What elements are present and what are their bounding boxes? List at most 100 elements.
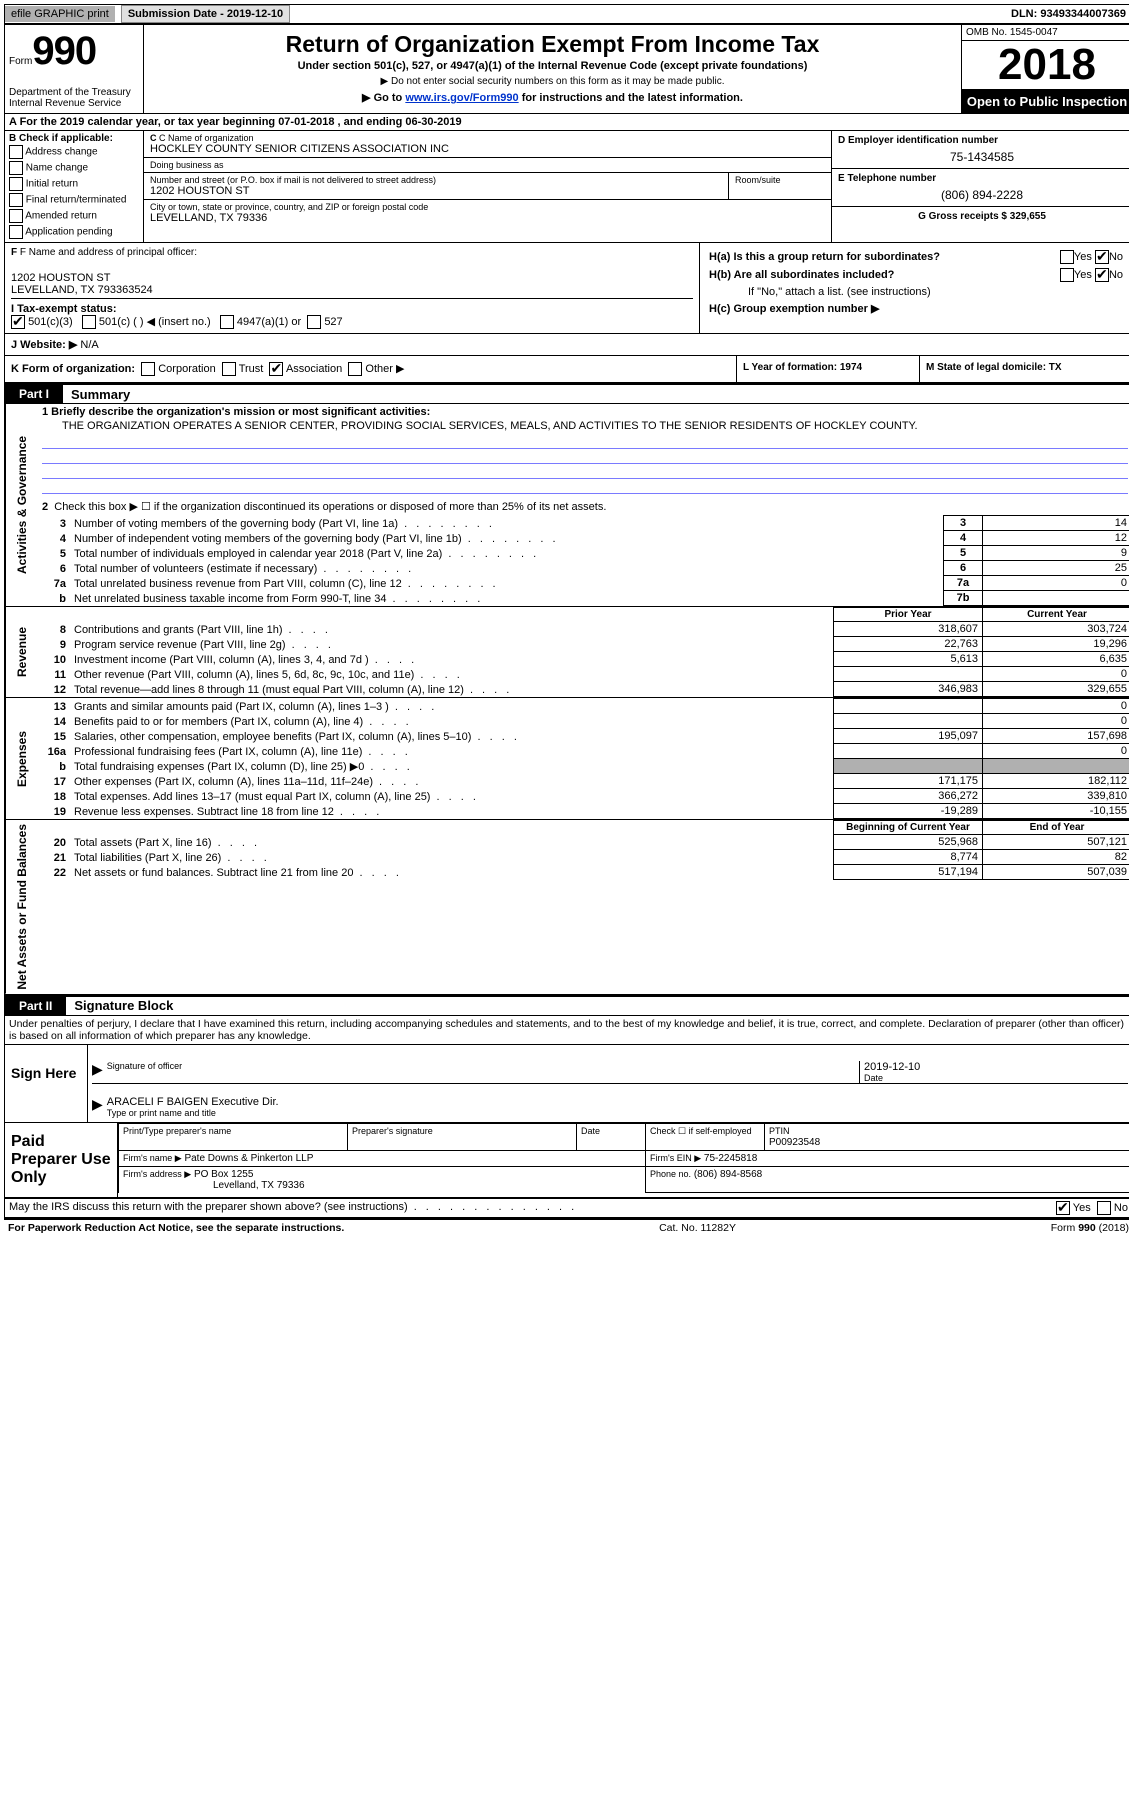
firm-ein: 75-2245818 — [704, 1153, 757, 1164]
part1-title: Summary — [63, 387, 130, 402]
table-row: 12Total revenue—add lines 8 through 11 (… — [38, 682, 1129, 697]
b-item-3[interactable]: Final return/terminated — [9, 192, 139, 208]
form-header: Form 990 Department of the Treasury Inte… — [5, 25, 1129, 114]
discuss-yes[interactable] — [1056, 1201, 1070, 1215]
c-addr: 1202 HOUSTON ST — [150, 185, 722, 197]
i-4947-check[interactable] — [220, 315, 234, 329]
na-table: Beginning of Current Year End of Year 20… — [38, 820, 1129, 880]
header-right: OMB No. 1545-0047 2018 Open to Public In… — [961, 25, 1129, 113]
hc-label: H(c) Group exemption number ▶ — [709, 303, 879, 315]
table-row: 15Salaries, other compensation, employee… — [38, 729, 1129, 744]
b-item-2[interactable]: Initial return — [9, 176, 139, 192]
rev-table: Prior Year Current Year 8Contributions a… — [38, 607, 1129, 697]
phone-label: Phone no. — [650, 1169, 691, 1179]
i-label: I Tax-exempt status: — [11, 303, 117, 315]
b-item-5[interactable]: Application pending — [9, 224, 139, 240]
section-right: D Employer identification number 75-1434… — [831, 131, 1129, 242]
table-row: 4Number of independent voting members of… — [38, 531, 1129, 546]
omb-number: OMB No. 1545-0047 — [962, 25, 1129, 41]
date-label: Date — [864, 1073, 1124, 1083]
section-i: I Tax-exempt status: 501(c)(3) 501(c) ( … — [11, 298, 693, 329]
part1-header: Part I Summary — [5, 384, 1129, 404]
section-c: C C Name of organization HOCKLEY COUNTY … — [144, 131, 831, 242]
col-current: Current Year — [983, 608, 1129, 622]
line1-label: 1 Briefly describe the organization's mi… — [42, 406, 430, 418]
header-left: Form 990 Department of the Treasury Inte… — [5, 25, 144, 113]
part1-tab: Part I — [5, 385, 63, 403]
prep-h1: Print/Type preparer's name — [123, 1126, 231, 1136]
ha-label: H(a) Is this a group return for subordin… — [709, 251, 940, 263]
col-begin: Beginning of Current Year — [834, 821, 983, 835]
section-fh: F F Name and address of principal office… — [5, 243, 1129, 334]
sign-section: Sign Here ▶ Signature of officer 2019-12… — [5, 1045, 1129, 1123]
f-addr1: 1202 HOUSTON ST — [11, 272, 693, 284]
exp-table: 13Grants and similar amounts paid (Part … — [38, 698, 1129, 819]
c-addr-label: Number and street (or P.O. box if mail i… — [150, 175, 722, 185]
prep-h3: Date — [581, 1126, 600, 1136]
ha-yes[interactable] — [1060, 250, 1074, 264]
i-501c-check[interactable] — [82, 315, 96, 329]
form-number: 990 — [32, 29, 96, 74]
note2-pre: ▶ Go to — [362, 92, 405, 104]
b-item-4[interactable]: Amended return — [9, 208, 139, 224]
sign-here: Sign Here — [5, 1045, 88, 1122]
d-label: D Employer identification number — [838, 135, 1126, 146]
table-row: 8Contributions and grants (Part VIII, li… — [38, 622, 1129, 637]
side-ag: Activities & Governance — [5, 404, 38, 606]
section-b: B Check if applicable: Address change Na… — [5, 131, 144, 242]
table-row: 13Grants and similar amounts paid (Part … — [38, 699, 1129, 714]
rule4 — [42, 479, 1128, 494]
phone: (806) 894-8568 — [694, 1169, 762, 1180]
line-a: A For the 2019 calendar year, or tax yea… — [5, 114, 1129, 131]
b-item-0[interactable]: Address change — [9, 144, 139, 160]
table-row: 19Revenue less expenses. Subtract line 1… — [38, 804, 1129, 819]
k-trust[interactable] — [222, 362, 236, 376]
f-label: F Name and address of principal officer: — [20, 247, 197, 258]
table-row: 18Total expenses. Add lines 13–17 (must … — [38, 789, 1129, 804]
table-row: bTotal fundraising expenses (Part IX, co… — [38, 759, 1129, 774]
b-label: B Check if applicable: — [9, 133, 139, 144]
submission-date: Submission Date - 2019-12-10 — [121, 5, 290, 23]
hb-no[interactable] — [1095, 268, 1109, 282]
section-h: H(a) Is this a group return for subordin… — [700, 243, 1129, 333]
part2-header: Part II Signature Block — [5, 996, 1129, 1016]
sig-date: 2019-12-10 — [864, 1061, 1124, 1073]
open-public: Open to Public Inspection — [962, 90, 1129, 113]
line2: Check this box ▶ ☐ if the organization d… — [54, 501, 606, 513]
b-item-1[interactable]: Name change — [9, 160, 139, 176]
k-corp[interactable] — [141, 362, 155, 376]
preparer-label: Paid Preparer Use Only — [5, 1123, 117, 1197]
form-body: Form 990 Department of the Treasury Inte… — [4, 24, 1129, 1220]
discuss-label: May the IRS discuss this return with the… — [9, 1201, 408, 1215]
rule1 — [42, 434, 1128, 449]
i-501c3-check[interactable] — [11, 315, 25, 329]
f-addr2: LEVELLAND, TX 793363524 — [11, 284, 693, 296]
footer-right: Form 990 (2018) — [1051, 1222, 1129, 1234]
form-title: Return of Organization Exempt From Incom… — [148, 31, 957, 58]
col-end: End of Year — [983, 821, 1129, 835]
note2-post: for instructions and the latest informat… — [519, 92, 743, 104]
discuss-no[interactable] — [1097, 1201, 1111, 1215]
sig-label: Signature of officer — [107, 1061, 855, 1071]
k-assoc[interactable] — [269, 362, 283, 376]
hb-yes[interactable] — [1060, 268, 1074, 282]
table-row: 5Total number of individuals employed in… — [38, 546, 1129, 561]
tax-year: 2018 — [962, 41, 1129, 90]
rule2 — [42, 449, 1128, 464]
firm-name-label: Firm's name ▶ — [123, 1153, 182, 1163]
top-bar: efile GRAPHIC print Submission Date - 20… — [4, 4, 1129, 24]
form-note2: ▶ Go to www.irs.gov/Form990 for instruct… — [148, 91, 957, 104]
ha-no[interactable] — [1095, 250, 1109, 264]
k-other[interactable] — [348, 362, 362, 376]
hb-label: H(b) Are all subordinates included? — [709, 269, 894, 281]
sig-name: ARACELI F BAIGEN Executive Dir. — [107, 1096, 1124, 1108]
c-dba-label: Doing business as — [150, 160, 825, 170]
form990-link[interactable]: www.irs.gov/Form990 — [405, 92, 518, 104]
form-subtitle: Under section 501(c), 527, or 4947(a)(1)… — [148, 60, 957, 72]
part2-title: Signature Block — [66, 998, 173, 1013]
section-m: M State of legal domicile: TX — [919, 356, 1129, 382]
section-f: F F Name and address of principal office… — [5, 243, 700, 333]
i-527-check[interactable] — [307, 315, 321, 329]
table-row: 7aTotal unrelated business revenue from … — [38, 576, 1129, 591]
prep-h4: Check ☐ if self-employed — [650, 1126, 752, 1136]
